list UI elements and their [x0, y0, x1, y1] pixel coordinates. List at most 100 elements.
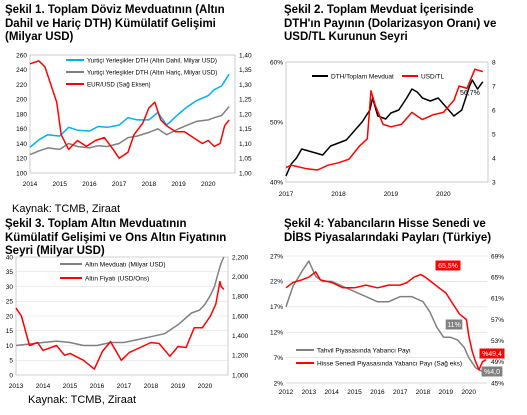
c4-y-right-tick-label: 69% [491, 253, 504, 260]
c3-y-right-tick-label: 1,200 [232, 353, 249, 360]
chart3-title-line2: Kümülatif Gelişimi ve Ons Altın Fiyatını… [5, 231, 227, 244]
c2-y-right-tick-label: 6 [492, 107, 496, 114]
chart1-title-line1: Şekil 1. Toplam Döviz Mevduatının (Altın [5, 4, 225, 16]
chart3-title-line1: Şekil 3. Toplam Altın Mevduatının [5, 218, 187, 230]
c1-y-left-tick-label: 160 [16, 126, 27, 133]
c1-y-left-tick-label: 180 [16, 111, 27, 118]
c2-x-tick-label: 2020 [436, 191, 451, 198]
c2-annotation-label: 56,7% [460, 90, 480, 97]
chart2-title-line2: DTH'ın Payının (Dolarizasyon Oranı) ve [284, 17, 497, 30]
c4-annotation-label: 11% [447, 322, 461, 329]
c3-y-left-tick-label: 10 [6, 343, 14, 350]
c2-y-left-tick-label: 50% [270, 119, 283, 126]
c1-x-tick-label: 2020 [201, 181, 216, 188]
c4-annotation-box [445, 319, 463, 330]
c1-x-tick-label: 2018 [142, 181, 157, 188]
c3-series-2-line [15, 280, 225, 370]
c4-legend-label: Hisse Senedi Piyasasında Yabancı Payı (S… [317, 360, 462, 367]
c2-y-left-tick-label: 60% [270, 59, 283, 66]
c2-y-right-tick-label: 8 [492, 59, 496, 66]
c3-x-tick-label: 2019 [171, 383, 186, 390]
c2-y-right-tick-label: 5 [492, 131, 496, 138]
chart1-source: Kaynak: TCMB, Ziraat [12, 203, 120, 215]
c4-annotation-box [481, 366, 503, 377]
c2-x-tick-label: 2018 [331, 191, 346, 198]
c1-y-left-tick-label: 240 [16, 67, 27, 74]
c1-y-right-tick-label: 1,15 [239, 126, 252, 133]
c1-x-tick-label: 2017 [112, 181, 127, 188]
c3-y-left-tick-label: 20 [6, 313, 14, 320]
c2-x-tick-label: 2019 [384, 191, 399, 198]
c4-y-left-tick-label: 7% [274, 355, 284, 362]
c1-x-tick-label: 2016 [82, 181, 97, 188]
c4-x-tick-label: 2012 [279, 389, 294, 396]
c2-plot-frame [285, 61, 489, 183]
c1-y-right-tick-label: 1,30 [239, 82, 252, 89]
c3-legend-label: Altın Fiyatı (USD/Ons) [85, 275, 149, 282]
c4-series-2-line [285, 271, 487, 371]
c4-x-tick-label: 2014 [324, 389, 339, 396]
c3-y-right-tick-label: 2,000 [232, 274, 249, 281]
chart3: 0 5 10 15 20 25 30 35 40 1,000 1,200 1,400 1,600 1,80… [6, 254, 249, 390]
c1-y-right-tick-label: 1,20 [239, 111, 252, 118]
chart1: 100 120 140 160 180 200 220 240 260 1,00 1,05 1,10 1… [16, 52, 252, 188]
c2-y-left-tick-label: 40% [270, 179, 283, 186]
c4-series-1-line [285, 260, 486, 374]
c4-y-left-tick-label: 12% [270, 330, 283, 337]
c3-x-tick-label: 2018 [144, 383, 159, 390]
chart4-title-line1: Şekil 4: Yabancıların Hisse Senedi ve [284, 218, 486, 230]
c3-y-left-tick-label: 25 [6, 299, 14, 306]
c4-x-tick-label: 2019 [439, 389, 454, 396]
c1-y-left-tick-label: 140 [16, 141, 27, 148]
c3-y-left-tick-label: 15 [6, 328, 14, 335]
c2-legend-label: DTH/Toplam Mevduat [331, 73, 394, 80]
c1-y-left-tick-label: 220 [16, 82, 27, 89]
chart3-title: Şekil 3. Toplam Altın Mevduatının Kümüla… [5, 218, 255, 259]
c4-y-right-tick-label: 61% [491, 296, 504, 303]
c2-x-tick-label: 2017 [279, 191, 294, 198]
chart1-title-line2: Dahil ve Hariç DTH) Kümülatif Gelişimi [5, 17, 216, 30]
c3-y-right-tick-label: 1,000 [232, 372, 249, 379]
c3-x-tick-label: 2020 [198, 383, 213, 390]
c4-y-right-tick-label: 49% [491, 359, 504, 366]
chart3-title-line3: Seyri (Milyar USD) [5, 245, 105, 257]
chart3-source: Kaynak: TCMB, Ziraat [28, 394, 136, 406]
c2-series-2-line [285, 68, 484, 171]
chart1-title-line3: (Milyar USD) [5, 31, 74, 43]
c3-y-left-tick-label: 5 [9, 358, 13, 365]
chart4-title-line2: DİBS Piyasalarındaki Payları (Türkiye) [284, 231, 492, 244]
c1-legend-label: EUR/USD (Sağ Eksen) [87, 81, 151, 88]
c1-y-right-tick-label: 1,05 [239, 156, 252, 163]
c2-series-1-line [285, 79, 484, 177]
chart1-title: Şekil 1. Toplam Döviz Mevduatının (Altın… [5, 4, 255, 45]
c1-y-right-tick-label: 1,00 [239, 170, 252, 177]
c1-y-left-tick-label: 200 [16, 97, 27, 104]
c3-y-right-tick-label: 1,800 [232, 294, 249, 301]
c1-y-left-tick-label: 100 [16, 170, 27, 177]
c3-legend-label: Altın Mevduatı (Milyar USD) [85, 261, 166, 268]
c2-legend-label: USD/TL [421, 73, 445, 80]
chart2-title: Şekil 2. Toplam Mevduat İçerisinde DTH'ı… [284, 4, 524, 45]
c2-y-right-tick-label: 3 [492, 179, 496, 186]
c3-x-tick-label: 2013 [9, 383, 24, 390]
c1-y-left-tick-label: 120 [16, 156, 27, 163]
c3-y-right-tick-label: 2,200 [232, 254, 249, 261]
c3-y-left-tick-label: 0 [9, 372, 13, 379]
c1-y-right-tick-label: 1,40 [239, 52, 252, 59]
c2-y-right-tick-label: 4 [492, 155, 496, 162]
c1-legend-label: Yurtiçi Yerleşikler DTH (Altın Dahil, Mi… [87, 57, 217, 64]
c4-y-right-tick-label: 45% [491, 380, 504, 387]
c3-series-1-line [15, 256, 225, 347]
chart2: 40% 50% 60% 3 4 5 6 7 8 2017 2018 2019 2020 DTH/Topla… [270, 59, 496, 198]
c2-y-right-tick-label: 7 [492, 83, 496, 90]
c1-y-right-tick-label: 1,10 [239, 141, 252, 148]
c1-x-tick-label: 2015 [52, 181, 67, 188]
c4-x-tick-label: 2016 [370, 389, 385, 396]
c1-series-3-line [29, 60, 230, 159]
c4-legend-label: Tahvil Piyasasında Yabancı Payı [317, 347, 411, 354]
c4-annotation-label: %4,0 [484, 369, 500, 376]
c1-y-right-tick-label: 1,25 [239, 97, 252, 104]
c4-x-tick-label: 2013 [302, 389, 317, 396]
c3-x-tick-label: 2015 [63, 383, 78, 390]
c1-series-1-line [29, 73, 230, 148]
